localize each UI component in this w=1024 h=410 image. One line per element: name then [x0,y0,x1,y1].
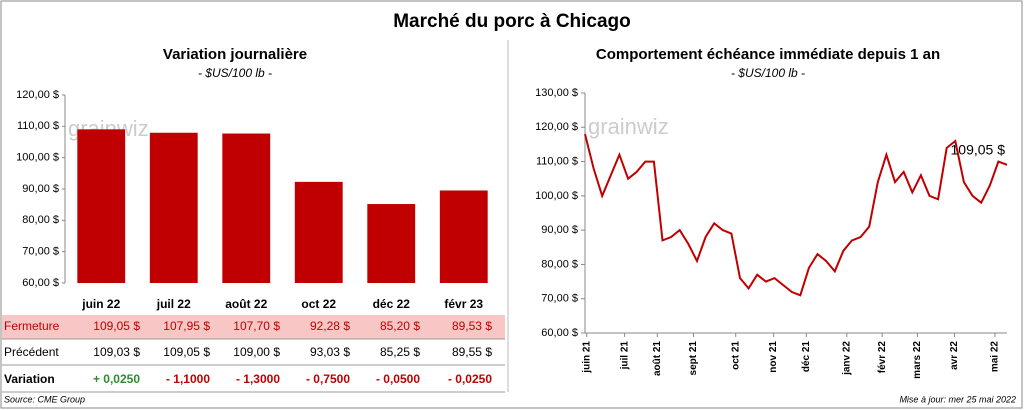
watermark: grainwiz [588,114,669,139]
updated: Mise à jour: mer 25 mai 2022 [899,394,1016,404]
y-tick-label: 90,00 $ [541,224,578,236]
cell: - 0,7500 [306,372,350,386]
row-background [2,315,505,339]
cell: 93,03 $ [310,345,350,359]
row-label: Précédent [4,345,59,359]
x-tick-label: mars 22 [912,341,923,379]
cell: 109,00 $ [233,345,280,359]
bar [294,181,343,283]
cell: 89,55 $ [452,345,492,359]
y-tick-label: 110,00 $ [536,155,578,167]
y-tick-label: 70,00 $ [541,293,578,305]
x-tick-label: mai 22 [990,341,1001,373]
x-tick-label: déc 22 [373,297,411,311]
cell: + 0,0250 [93,372,140,386]
annotation: 109,05 $ [951,142,1006,158]
y-tick-label: 90,00 $ [22,183,59,195]
y-tick-label: 130,00 $ [535,87,578,99]
x-tick-label: oct 22 [301,297,336,311]
source: Source: CME Group [4,394,85,404]
y-tick-label: 120,00 $ [535,121,578,133]
chart-subtitle: - $US/100 lb - [198,66,272,80]
cell: 107,70 $ [233,319,280,333]
y-tick-label: 100,00 $ [535,190,578,202]
y-tick-label: 80,00 $ [541,258,578,270]
y-tick-label: 60,00 $ [22,277,59,289]
cell: 85,25 $ [380,345,420,359]
bar [149,132,198,283]
x-tick-label: juin 22 [81,297,120,311]
y-tick-label: 100,00 $ [16,152,59,164]
x-tick-label: févr 23 [444,297,483,311]
cell: 85,20 $ [380,319,420,333]
bar [367,204,416,283]
cell: 89,53 $ [452,319,492,333]
cell: - 0,0500 [376,372,420,386]
chart-title: Variation journalière [163,46,307,63]
row-label: Variation [4,372,55,386]
x-tick-label: sept 21 [688,341,699,376]
x-tick-label: juil 22 [156,297,191,311]
cell: 107,95 $ [163,319,210,333]
x-tick-label: nov 21 [768,341,779,373]
bar [439,190,488,283]
cell: - 0,0250 [448,372,492,386]
page-title: Marché du porc à Chicago [393,11,631,32]
x-tick-label: oct 21 [730,341,741,370]
cell: - 1,3000 [236,372,280,386]
cell: 109,03 $ [93,345,140,359]
row-label: Fermeture [4,319,60,333]
x-tick-label: déc 21 [801,341,812,373]
cell: 109,05 $ [163,345,210,359]
x-tick-label: févr 22 [877,341,888,374]
x-tick-label: août 22 [225,297,267,311]
y-tick-label: 110,00 $ [17,120,59,132]
y-tick-label: 120,00 $ [16,89,59,101]
cell: 92,28 $ [310,319,350,333]
bar [222,133,271,283]
bar [77,129,126,283]
chart-title: Comportement échéance immédiate depuis 1… [596,46,940,63]
x-tick-label: juin 21 [581,341,592,374]
x-tick-label: juil 21 [619,341,630,371]
x-tick-label: août 21 [652,341,663,376]
y-tick-label: 60,00 $ [541,327,578,339]
line [584,133,1008,297]
cell: - 1,1000 [166,372,210,386]
x-tick-label: janv 22 [841,341,852,376]
y-tick-label: 80,00 $ [22,214,59,226]
x-tick-label: avr 22 [949,341,960,370]
y-tick-label: 70,00 $ [22,246,59,258]
chart-subtitle: - $US/100 lb - [731,66,805,80]
cell: 109,05 $ [93,319,140,333]
